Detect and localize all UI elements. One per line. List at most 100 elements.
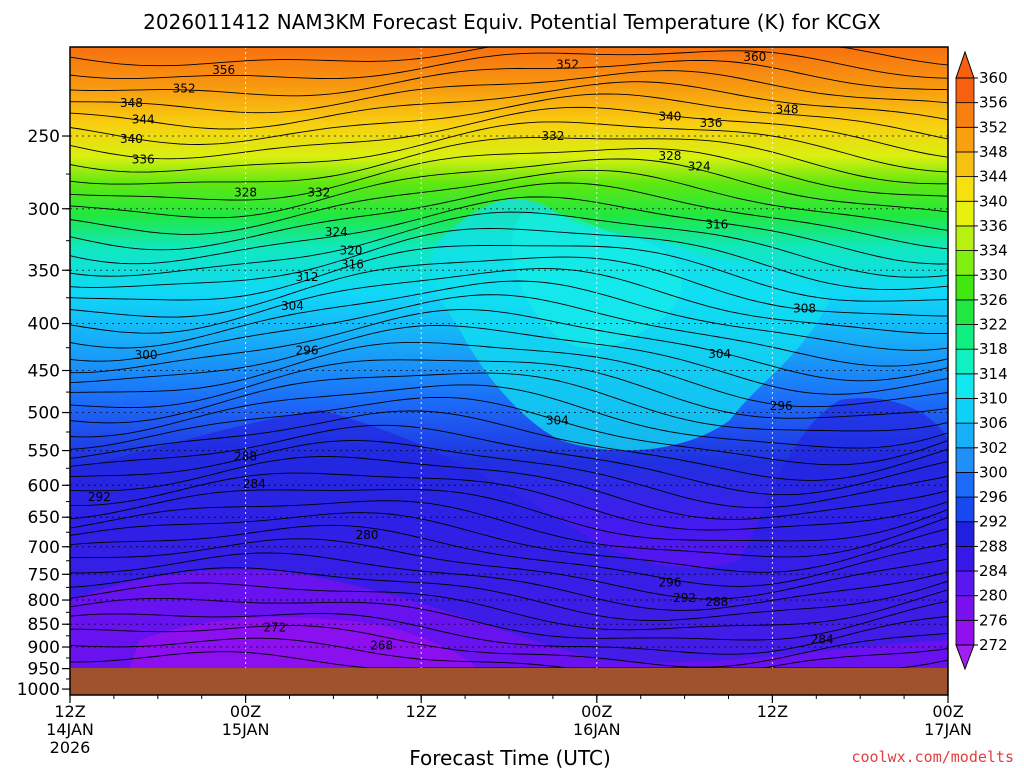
contour-line bbox=[70, 137, 948, 185]
colorbar-label: 306 bbox=[979, 414, 1008, 432]
x-tick-time: 12Z bbox=[406, 702, 437, 721]
contour-line bbox=[70, 158, 948, 219]
contour-label-text: 292 bbox=[88, 490, 111, 504]
colorbar-label: 296 bbox=[979, 488, 1008, 506]
y-tick-label: 600 bbox=[28, 476, 60, 496]
contour-label-text: 336 bbox=[699, 116, 722, 130]
colorbar-label: 352 bbox=[979, 118, 1008, 136]
colorbar-swatch bbox=[955, 422, 975, 449]
contour-line bbox=[70, 440, 948, 509]
contour-label-text: 280 bbox=[356, 528, 379, 542]
contour-line bbox=[70, 500, 948, 558]
colorbar-swatch bbox=[955, 373, 975, 399]
y-tick-label: 550 bbox=[28, 442, 60, 462]
colorbar-label: 284 bbox=[979, 562, 1008, 580]
contour-label-text: 360 bbox=[743, 50, 766, 64]
colorbar-bottom-arrow bbox=[955, 644, 975, 671]
colorbar-label: 326 bbox=[979, 291, 1008, 309]
contour-label-text: 352 bbox=[556, 58, 579, 72]
contour-line bbox=[70, 424, 948, 496]
colorbar-label: 340 bbox=[979, 192, 1008, 210]
contour-label: 296 bbox=[659, 576, 682, 590]
colorbar-swatch bbox=[955, 398, 975, 424]
contour-label-text: 312 bbox=[296, 270, 319, 284]
colorbar-swatch bbox=[955, 151, 975, 178]
y-tick-label: 450 bbox=[28, 362, 60, 382]
colorbar-swatch bbox=[955, 545, 975, 572]
contour-label-text: 304 bbox=[281, 299, 304, 313]
contour-label-text: 268 bbox=[370, 639, 393, 653]
contour-label-text: 324 bbox=[688, 160, 711, 174]
colorbar-label: 302 bbox=[979, 439, 1008, 457]
x-axis-label: Forecast Time (UTC) bbox=[409, 746, 611, 768]
contour-label-text: 348 bbox=[776, 103, 799, 117]
contour-line bbox=[70, 341, 948, 408]
colorbar-swatch bbox=[955, 225, 975, 251]
contour-label-text: 348 bbox=[120, 96, 143, 110]
contour-label: 288 bbox=[705, 595, 728, 609]
contour-label: 360 bbox=[743, 50, 766, 64]
contour-line bbox=[70, 121, 948, 173]
colorbar-swatch bbox=[955, 299, 975, 325]
contour-label-text: 332 bbox=[307, 185, 330, 199]
y-tick-label: 750 bbox=[28, 565, 60, 585]
contour-line bbox=[70, 396, 948, 466]
contour-label: 340 bbox=[659, 109, 682, 123]
y-tick-label: 500 bbox=[28, 404, 60, 424]
contour-label-text: 328 bbox=[659, 149, 682, 163]
contour-line bbox=[70, 524, 948, 587]
contour-line bbox=[70, 309, 948, 382]
colorbar-swatch bbox=[955, 496, 975, 523]
contour-label-text: 284 bbox=[811, 632, 834, 646]
y-tick-label: 900 bbox=[28, 638, 60, 658]
colorbar: 272 276 280 284 288 292 296 300 302 306 310 314 318 3… bbox=[955, 50, 1008, 671]
contour-label: 284 bbox=[243, 477, 266, 491]
contour-label-text: 288 bbox=[234, 449, 257, 463]
contour-label: 332 bbox=[541, 129, 564, 143]
contour-label: 352 bbox=[173, 82, 196, 96]
contour-label: 348 bbox=[776, 103, 799, 117]
contour-label-text: 292 bbox=[673, 591, 696, 605]
contour-line bbox=[70, 613, 948, 655]
contour-label: 268 bbox=[370, 639, 393, 653]
colorbar-label: 272 bbox=[979, 636, 1008, 654]
contour-line bbox=[70, 488, 948, 542]
colorbar-swatch bbox=[955, 595, 975, 621]
colorbar-label: 310 bbox=[979, 389, 1008, 407]
contour-line bbox=[70, 106, 948, 160]
colorbar-swatch bbox=[955, 274, 975, 301]
contour-label-text: 296 bbox=[659, 576, 682, 590]
contour-label-text: 308 bbox=[793, 301, 816, 315]
contour-line bbox=[70, 538, 948, 600]
colorbar-swatch bbox=[955, 102, 975, 128]
contour-line bbox=[70, 325, 948, 395]
colorbar-swatch bbox=[955, 521, 975, 547]
contour-line bbox=[70, 182, 948, 251]
contour-label-text: 356 bbox=[212, 63, 235, 77]
contour-line bbox=[70, 359, 948, 419]
colorbar-label: 292 bbox=[979, 513, 1008, 531]
colorbar-label: 336 bbox=[979, 217, 1008, 235]
chart-title: 2026011412 NAM3KM Forecast Equiv. Potent… bbox=[143, 10, 881, 34]
contour-line bbox=[70, 384, 948, 449]
y-tick-label: 400 bbox=[28, 315, 60, 335]
x-tick-date: 16JAN bbox=[573, 720, 621, 739]
contour-label-text: 296 bbox=[770, 399, 793, 413]
colorbar-label: 348 bbox=[979, 143, 1008, 161]
contour-label: 356 bbox=[212, 63, 235, 77]
contour-label: 272 bbox=[263, 620, 286, 634]
contour-lines bbox=[70, 47, 948, 669]
contour-label: 292 bbox=[88, 490, 111, 504]
contour-label: 280 bbox=[356, 528, 379, 542]
x-tick-time: 12Z bbox=[54, 702, 85, 721]
colorbar-label: 314 bbox=[979, 365, 1008, 383]
colorbar-swatch bbox=[955, 250, 975, 276]
contour-line bbox=[70, 81, 948, 130]
colorbar-label: 318 bbox=[979, 340, 1008, 358]
contour-label: 304 bbox=[546, 413, 569, 427]
contour-line bbox=[70, 50, 948, 80]
contour-line bbox=[70, 567, 948, 621]
contour-line bbox=[70, 472, 948, 531]
